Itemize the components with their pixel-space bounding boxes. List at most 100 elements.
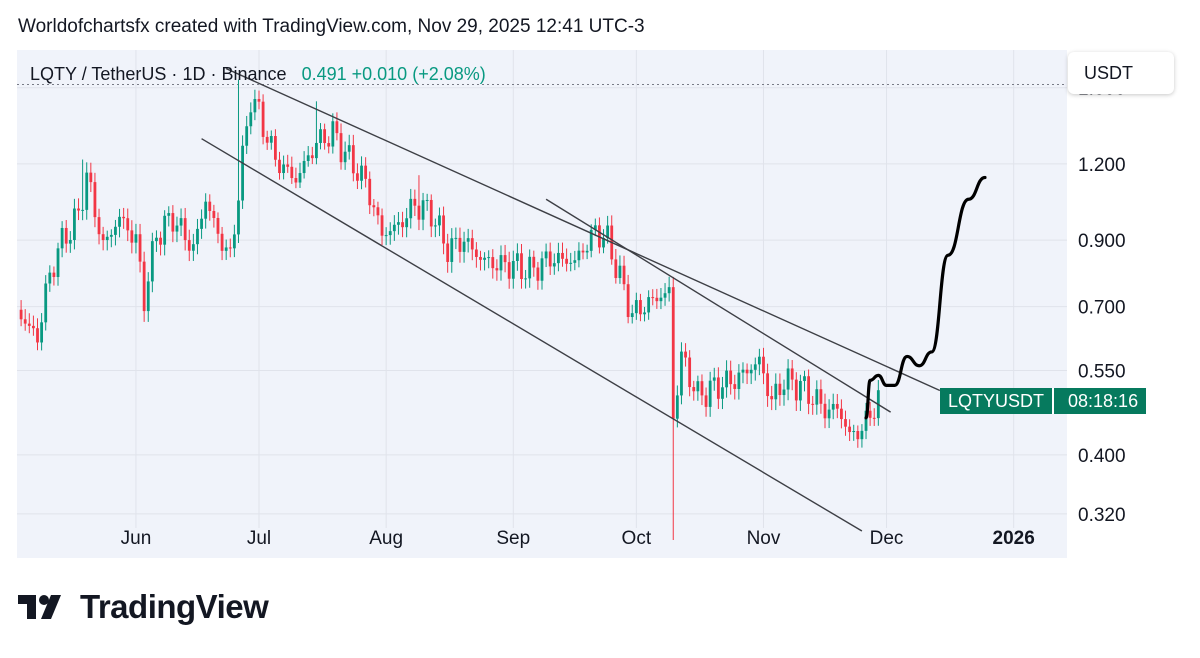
projection-drawing[interactable] xyxy=(864,175,987,420)
candle-body xyxy=(368,178,372,206)
candle-body xyxy=(700,381,704,396)
candle-body xyxy=(208,201,212,211)
candle-body xyxy=(200,218,203,229)
candle-body xyxy=(671,287,675,419)
candle-body xyxy=(651,297,655,299)
candle-body xyxy=(458,237,462,252)
tradingview-footer[interactable]: TradingView xyxy=(18,588,269,626)
candle-body xyxy=(130,230,134,243)
candle-body xyxy=(626,284,630,318)
candle-body xyxy=(741,369,745,373)
tradingview-wordmark: TradingView xyxy=(80,588,269,625)
candle-body xyxy=(237,200,240,235)
price-axis[interactable] xyxy=(1067,50,1200,558)
candle-body xyxy=(60,227,64,249)
trendline xyxy=(225,67,941,392)
candle-body xyxy=(118,216,121,227)
candle-body xyxy=(331,121,335,147)
candle-body xyxy=(532,256,536,268)
candle-body xyxy=(64,227,68,244)
candle-body xyxy=(245,126,249,146)
candle-body xyxy=(421,200,425,220)
candles xyxy=(19,79,880,540)
candle-body xyxy=(524,278,527,280)
candle-body xyxy=(40,322,44,343)
candle-body xyxy=(675,395,679,419)
candle-body xyxy=(487,257,491,259)
candle-body xyxy=(298,173,302,183)
candle-body xyxy=(442,215,445,244)
candle-body xyxy=(253,98,257,113)
candle-body xyxy=(433,225,437,227)
candle-body xyxy=(565,258,569,264)
candle-body xyxy=(844,419,847,427)
candle-body xyxy=(48,272,52,284)
time-tick-label: Dec xyxy=(870,528,904,549)
price-change-percent: (+2.08%) xyxy=(412,64,486,84)
candle-body xyxy=(593,225,597,230)
symbol-legend[interactable]: LQTY / TetherUS · 1D · Binance 0.491 +0.… xyxy=(30,64,486,85)
trendlines[interactable] xyxy=(201,67,941,532)
candle-body xyxy=(552,263,556,267)
candle-body xyxy=(606,225,610,239)
candle-body xyxy=(32,325,35,329)
candle-body xyxy=(409,198,413,219)
candle-body xyxy=(815,389,819,405)
candle-body xyxy=(425,199,429,201)
chart-pane[interactable] xyxy=(17,50,1067,558)
candle-body xyxy=(729,370,733,385)
currency-button[interactable]: USDT xyxy=(1068,52,1174,94)
candle-body xyxy=(114,226,117,235)
candle-body xyxy=(142,261,146,312)
time-tick-label: Nov xyxy=(747,528,781,549)
candle-body xyxy=(282,164,286,174)
candle-body xyxy=(614,259,618,279)
candle-body xyxy=(44,283,48,323)
bar-countdown: 08:18:16 xyxy=(1052,388,1147,414)
candle-body xyxy=(647,297,651,313)
candle-body xyxy=(191,244,195,251)
candle-body xyxy=(774,383,778,400)
candle-body xyxy=(335,121,339,134)
candle-body xyxy=(499,255,503,271)
candle-body xyxy=(544,251,548,259)
candle-body xyxy=(261,101,265,137)
candle-body xyxy=(474,249,478,257)
candle-body xyxy=(581,250,585,253)
price-tick-label: 0.900 xyxy=(1078,231,1126,252)
candle-body xyxy=(622,265,626,285)
time-tick-label: Jul xyxy=(247,528,271,549)
candle-body xyxy=(216,217,220,234)
symbol-name: LQTY / TetherUS xyxy=(30,64,167,84)
candle-body xyxy=(81,209,85,211)
candle-body xyxy=(680,351,683,396)
candle-body xyxy=(630,313,634,318)
candle-body xyxy=(438,215,441,226)
candle-body xyxy=(733,384,737,389)
price-change: +0.010 xyxy=(351,64,408,84)
candle-body xyxy=(56,248,60,278)
candle-body xyxy=(462,241,466,252)
candle-body xyxy=(794,379,798,401)
candle-body xyxy=(454,237,458,239)
candle-body xyxy=(770,396,774,400)
candle-body xyxy=(520,253,523,280)
candle-body xyxy=(163,215,167,245)
candle-body xyxy=(429,199,433,227)
price-tick-label: 0.550 xyxy=(1078,362,1126,383)
candle-body xyxy=(602,238,605,248)
candle-body xyxy=(684,351,687,358)
candle-body xyxy=(376,207,380,216)
candle-body xyxy=(864,410,868,431)
candle-body xyxy=(528,256,532,279)
candle-body xyxy=(150,241,154,282)
candle-body xyxy=(109,234,113,237)
candle-body xyxy=(659,297,663,302)
candle-body xyxy=(643,312,646,315)
candle-body xyxy=(179,218,183,226)
candle-body xyxy=(364,165,368,179)
candle-body xyxy=(204,201,208,219)
candle-body xyxy=(167,213,171,216)
candle-body xyxy=(507,262,511,279)
